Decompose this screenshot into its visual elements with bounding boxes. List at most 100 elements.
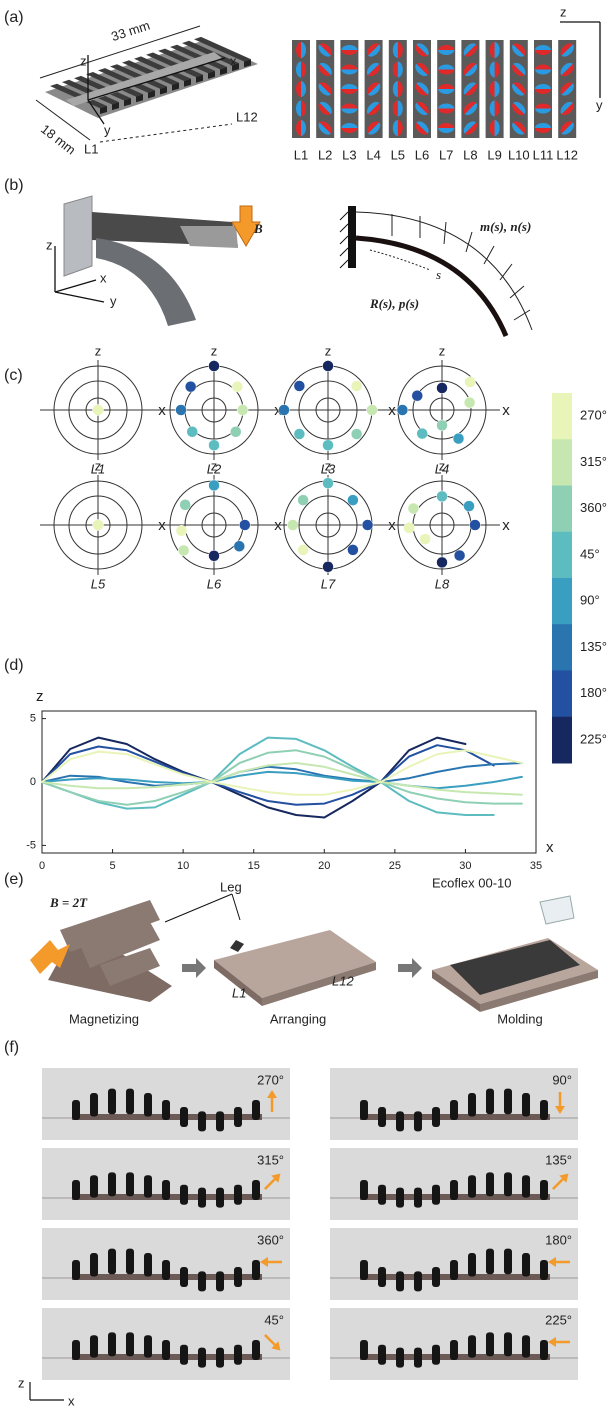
load-label: m(s), n(s) (480, 219, 531, 234)
column-label: L4 (366, 147, 380, 162)
row-label: L12 (332, 973, 354, 988)
plot-label: L6 (207, 576, 222, 591)
axis-label: z (95, 458, 102, 473)
direction-dot (93, 405, 104, 416)
x-axis-label: x (546, 839, 554, 856)
panel-label: (a) (4, 9, 24, 26)
series-line (42, 763, 522, 786)
y-tick-label: 0 (30, 776, 36, 788)
photo-leg (504, 1249, 512, 1275)
magnet (535, 104, 551, 114)
magnet (535, 123, 551, 133)
dashed-line (100, 124, 232, 142)
direction-dot (404, 522, 415, 533)
axis-label: y (104, 122, 111, 137)
magnet (438, 84, 454, 94)
colorbar-segment (552, 532, 572, 579)
plot-label: L8 (435, 576, 450, 591)
direction-dot (279, 405, 290, 416)
photo-leg (234, 1345, 242, 1365)
photo-leg (522, 1253, 530, 1277)
magnet (490, 62, 500, 78)
direction-dot (367, 405, 378, 416)
direction-dot (464, 501, 475, 512)
magnet (341, 65, 357, 75)
row-label: L1 (84, 141, 98, 156)
direction-dot (93, 520, 104, 531)
axis-label: x (502, 517, 510, 534)
photo-leg (396, 1348, 404, 1368)
column-label: L7 (439, 147, 453, 162)
colorbar-label: 225° (580, 731, 607, 746)
y-axis-label: z (36, 688, 44, 705)
photo-leg (252, 1100, 260, 1120)
photo-leg (540, 1180, 548, 1200)
column-label: L9 (487, 147, 501, 162)
photo-leg (180, 1345, 188, 1365)
photo-leg (234, 1107, 242, 1127)
photo-leg (486, 1089, 494, 1115)
x-tick-label: 10 (177, 860, 189, 872)
magnet (393, 42, 403, 58)
x-tick-label: 35 (530, 860, 542, 872)
magnet (393, 81, 403, 97)
direction-dot (234, 541, 245, 552)
column-label: L11 (533, 147, 554, 162)
axes-f (30, 1382, 64, 1400)
direction-dot (209, 550, 220, 561)
photo-leg (198, 1271, 206, 1291)
magnet (341, 45, 357, 55)
axis-label: z (46, 237, 53, 252)
direction-dot (347, 495, 358, 506)
x-tick-label: 25 (389, 860, 401, 872)
direction-dot (209, 361, 220, 372)
magnet (438, 45, 454, 55)
panel-label: (b) (4, 177, 24, 194)
angle-label: 135° (545, 1152, 572, 1167)
direction-dot (180, 499, 191, 510)
colorbar-label: 90° (580, 593, 600, 608)
axis-label: x (68, 1393, 75, 1408)
photo-leg (540, 1100, 548, 1120)
magnet (438, 65, 454, 75)
column-label: L1 (294, 147, 308, 162)
direction-dot (417, 428, 428, 439)
magnet (341, 84, 357, 94)
magnet (535, 84, 551, 94)
x-tick-label: 15 (248, 860, 260, 872)
process-illustration (30, 894, 598, 1012)
photo-leg (522, 1335, 530, 1357)
direction-dot (351, 429, 362, 440)
colorbar-label: 315° (580, 454, 607, 469)
magnet (490, 120, 500, 136)
direction-dot (408, 503, 419, 514)
photo-leg (432, 1267, 440, 1287)
column-label: L3 (342, 147, 356, 162)
magnet (393, 101, 403, 117)
angle-label: 270° (257, 1072, 284, 1087)
axis-label: z (211, 343, 218, 358)
photo-leg (414, 1111, 422, 1131)
direction-dot (178, 545, 189, 556)
direction-dot (232, 381, 243, 392)
photo-leg (396, 1111, 404, 1131)
series-line (42, 750, 522, 805)
photo-leg (126, 1249, 134, 1275)
direction-dot (176, 405, 187, 416)
photo-leg (378, 1345, 386, 1365)
row-label: L12 (236, 109, 258, 124)
panel-label: (e) (4, 871, 24, 888)
axis-label: z (80, 53, 87, 68)
arc-label: s (436, 267, 441, 282)
panel-label: (c) (4, 367, 23, 384)
direction-dot (437, 383, 448, 394)
axis-label: z (325, 458, 332, 473)
x-tick-label: 30 (459, 860, 471, 872)
axis-label: x (502, 402, 510, 419)
photo-leg (90, 1093, 98, 1117)
angle-label: 90° (552, 1072, 572, 1087)
colorbar-label: 180° (580, 685, 607, 700)
photo-leg (216, 1111, 224, 1131)
figure: 33 mm 18 mm z x y L1 L12 z y z x y B m(s… (0, 0, 616, 1410)
colorbar-segment (552, 439, 572, 486)
